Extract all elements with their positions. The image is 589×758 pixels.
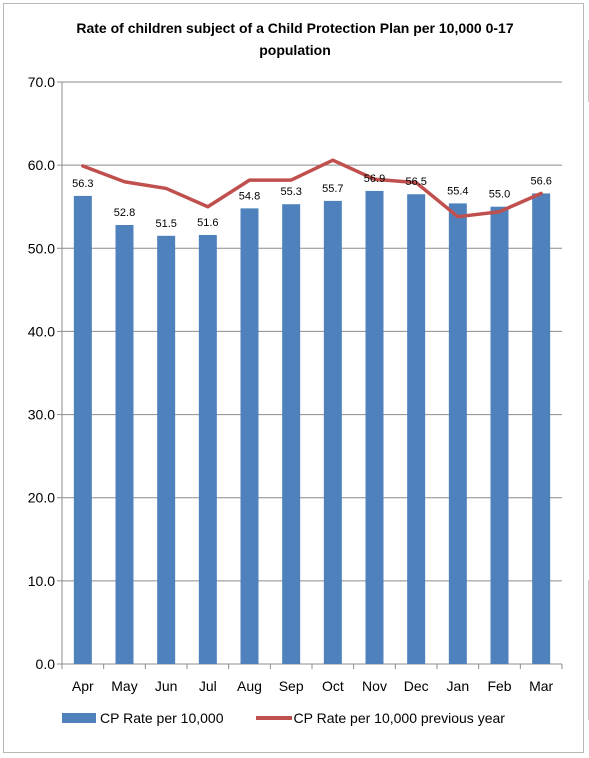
bar-data-label: 51.5 [155, 218, 176, 230]
chart-title: Rate of children subject of a Child Prot… [76, 20, 514, 58]
bar-data-label: 56.9 [364, 173, 385, 185]
legend-swatch-bar [62, 713, 96, 723]
y-tick-label: 0.0 [36, 656, 56, 672]
bar [198, 234, 217, 665]
bar-data-label: 51.6 [197, 217, 218, 229]
x-tick-label: Feb [487, 678, 511, 694]
bar [323, 200, 342, 664]
legend-label-line: CP Rate per 10,000 previous year [293, 710, 505, 726]
x-tick-label: Apr [72, 678, 94, 694]
y-tick-label: 40.0 [28, 323, 55, 339]
bar [490, 206, 509, 664]
y-tick-label: 50.0 [28, 240, 55, 256]
bar [115, 225, 134, 664]
x-tick-label: May [111, 678, 137, 694]
line-series-previous-year [81, 158, 543, 219]
legend-item-bar: CP Rate per 10,000 [62, 710, 224, 726]
legend-item-line: CP Rate per 10,000 previous year [255, 710, 505, 726]
bar [157, 235, 176, 665]
bar-data-label: 55.4 [447, 185, 468, 197]
bar-data-label: 55.0 [489, 189, 510, 201]
bar-data-label: 56.3 [72, 178, 93, 190]
bar-data-label: 54.8 [239, 190, 260, 202]
x-tick-label: Sep [279, 678, 304, 694]
bar-data-label: 56.5 [405, 176, 426, 188]
bar [282, 204, 301, 664]
chart-legend: CP Rate per 10,000 CP Rate per 10,000 pr… [62, 708, 537, 728]
x-tick-label: Jul [199, 678, 217, 694]
legend-label-bar: CP Rate per 10,000 [100, 710, 224, 726]
bar [73, 195, 92, 665]
bar-data-label: 55.3 [280, 186, 301, 198]
x-tick-label: Dec [404, 678, 429, 694]
bar [532, 193, 551, 664]
bar [365, 190, 384, 664]
x-tick-label: Jun [155, 678, 178, 694]
bar-data-label: 55.7 [322, 183, 343, 195]
y-tick-label: 20.0 [28, 490, 55, 506]
bar-data-label: 56.6 [530, 175, 551, 187]
y-tick-label: 60.0 [28, 157, 55, 173]
x-tick-label: Mar [529, 678, 553, 694]
x-tick-label: Aug [237, 678, 262, 694]
legend-swatch-line [255, 716, 292, 720]
bar [407, 194, 426, 664]
y-tick-label: 10.0 [28, 573, 55, 589]
y-tick-label: 70.0 [28, 74, 55, 90]
bar-data-label: 52.8 [114, 207, 135, 219]
bar [240, 208, 259, 664]
x-tick-label: Nov [362, 678, 387, 694]
bar [448, 203, 467, 665]
x-tick-label: Jan [447, 678, 470, 694]
y-tick-label: 30.0 [28, 407, 55, 423]
x-tick-label: Oct [322, 678, 344, 694]
